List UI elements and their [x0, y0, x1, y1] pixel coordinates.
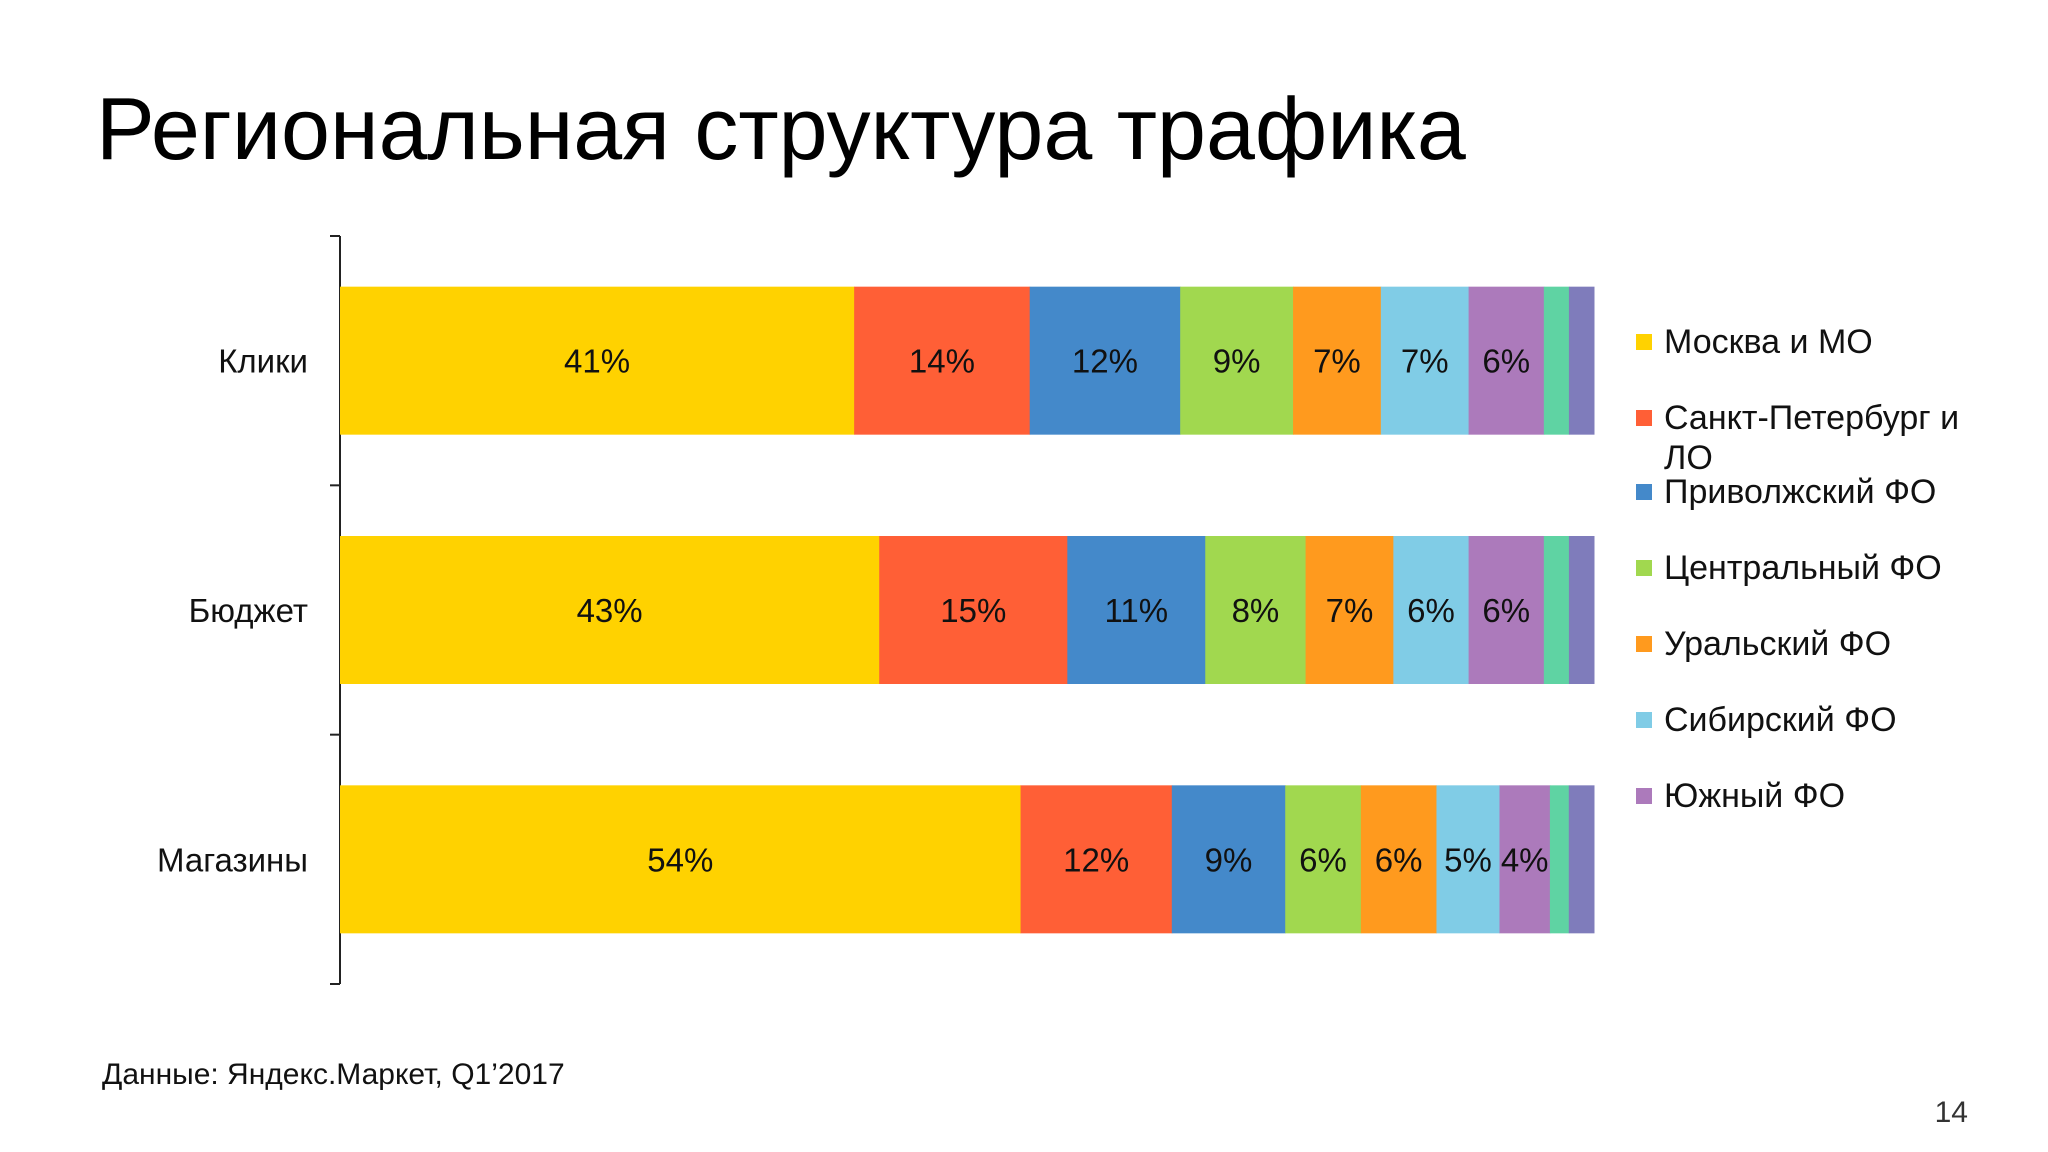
data-label: 15% [940, 592, 1006, 629]
legend-swatch [1636, 334, 1652, 350]
bar-segment [1293, 286, 1382, 435]
data-label: 54% [647, 841, 713, 878]
data-label: 6% [1482, 592, 1530, 629]
bar-segment [340, 536, 880, 684]
legend-label: Приволжский ФО [1664, 473, 1937, 511]
legend-swatch [1636, 636, 1652, 652]
legend-label: Центральный ФО [1664, 549, 1942, 587]
category-label: Бюджет [189, 592, 308, 629]
legend-label: Сибирский ФО [1664, 701, 1897, 739]
data-label: 11% [1104, 592, 1168, 629]
legend-swatch [1636, 560, 1652, 576]
data-label: 6% [1482, 343, 1530, 380]
category-label: Магазины [157, 841, 308, 878]
data-label: 12% [1072, 343, 1138, 380]
bar-segment [1020, 785, 1173, 934]
data-label: 9% [1213, 343, 1261, 380]
bar-segment [1393, 536, 1470, 684]
bar-segment [854, 286, 1031, 435]
bar-segment [1568, 286, 1595, 435]
bar-segment [1468, 536, 1545, 684]
legend-swatch [1636, 410, 1652, 426]
bar-segment [1568, 785, 1595, 934]
bar-segment [879, 536, 1068, 684]
data-label: 4% [1501, 841, 1549, 878]
data-label: 41% [564, 343, 630, 380]
bar-segment [1436, 785, 1500, 934]
legend-swatch [1636, 484, 1652, 500]
bar-segment [1380, 286, 1470, 435]
data-labels: 41% 14% 12% 9% 7% 7% 6% 43% 15% 11% 8% 7% 6% 6% 54% 12%… [564, 343, 1548, 879]
data-label: 8% [1232, 592, 1280, 629]
bar-segment [1568, 536, 1595, 684]
slide-title: Региональная структура трафика [96, 79, 1466, 178]
data-label: 6% [1375, 841, 1423, 878]
bar-segment [340, 785, 1022, 934]
data-label: 7% [1326, 592, 1374, 629]
bar-segment [1543, 536, 1570, 684]
legend-swatch [1636, 788, 1652, 804]
data-label: 14% [909, 343, 975, 380]
legend-label: Южный ФО [1664, 777, 1846, 815]
data-source-note: Данные: Яндекс.Маркет, Q1’2017 [102, 1058, 565, 1091]
data-label: 43% [577, 592, 643, 629]
data-label: 6% [1299, 841, 1347, 878]
bar-segment [1285, 785, 1362, 934]
data-label: 12% [1063, 841, 1129, 878]
data-label: 7% [1313, 343, 1361, 380]
bar-segment [1067, 536, 1206, 684]
data-label: 7% [1401, 343, 1449, 380]
bar-segment [1468, 286, 1545, 435]
page-number: 14 [1934, 1096, 1968, 1129]
bar-segment [1171, 785, 1286, 934]
data-label: 9% [1205, 841, 1253, 878]
data-label: 6% [1407, 592, 1455, 629]
bar-segment [340, 286, 855, 435]
category-label: Клики [218, 343, 308, 380]
bar-segment [1549, 785, 1570, 934]
legend-label: Москва и МО [1664, 323, 1873, 361]
bar-segment [1305, 536, 1394, 684]
category-axis: Клики Бюджет Магазины [157, 235, 341, 985]
legend-swatch [1636, 712, 1652, 728]
bar-segment [1360, 785, 1437, 934]
bar-segment [1180, 286, 1294, 435]
bar-segment [1205, 536, 1307, 684]
legend-label: Санкт-Петербург и ЛО [1664, 399, 1960, 477]
legend-label: Уральский ФО [1664, 625, 1892, 663]
bar-segment [1543, 286, 1570, 435]
bar-segment [1029, 286, 1181, 435]
data-label: 5% [1444, 841, 1492, 878]
bars [340, 286, 1595, 934]
bar-segment [1499, 785, 1551, 934]
